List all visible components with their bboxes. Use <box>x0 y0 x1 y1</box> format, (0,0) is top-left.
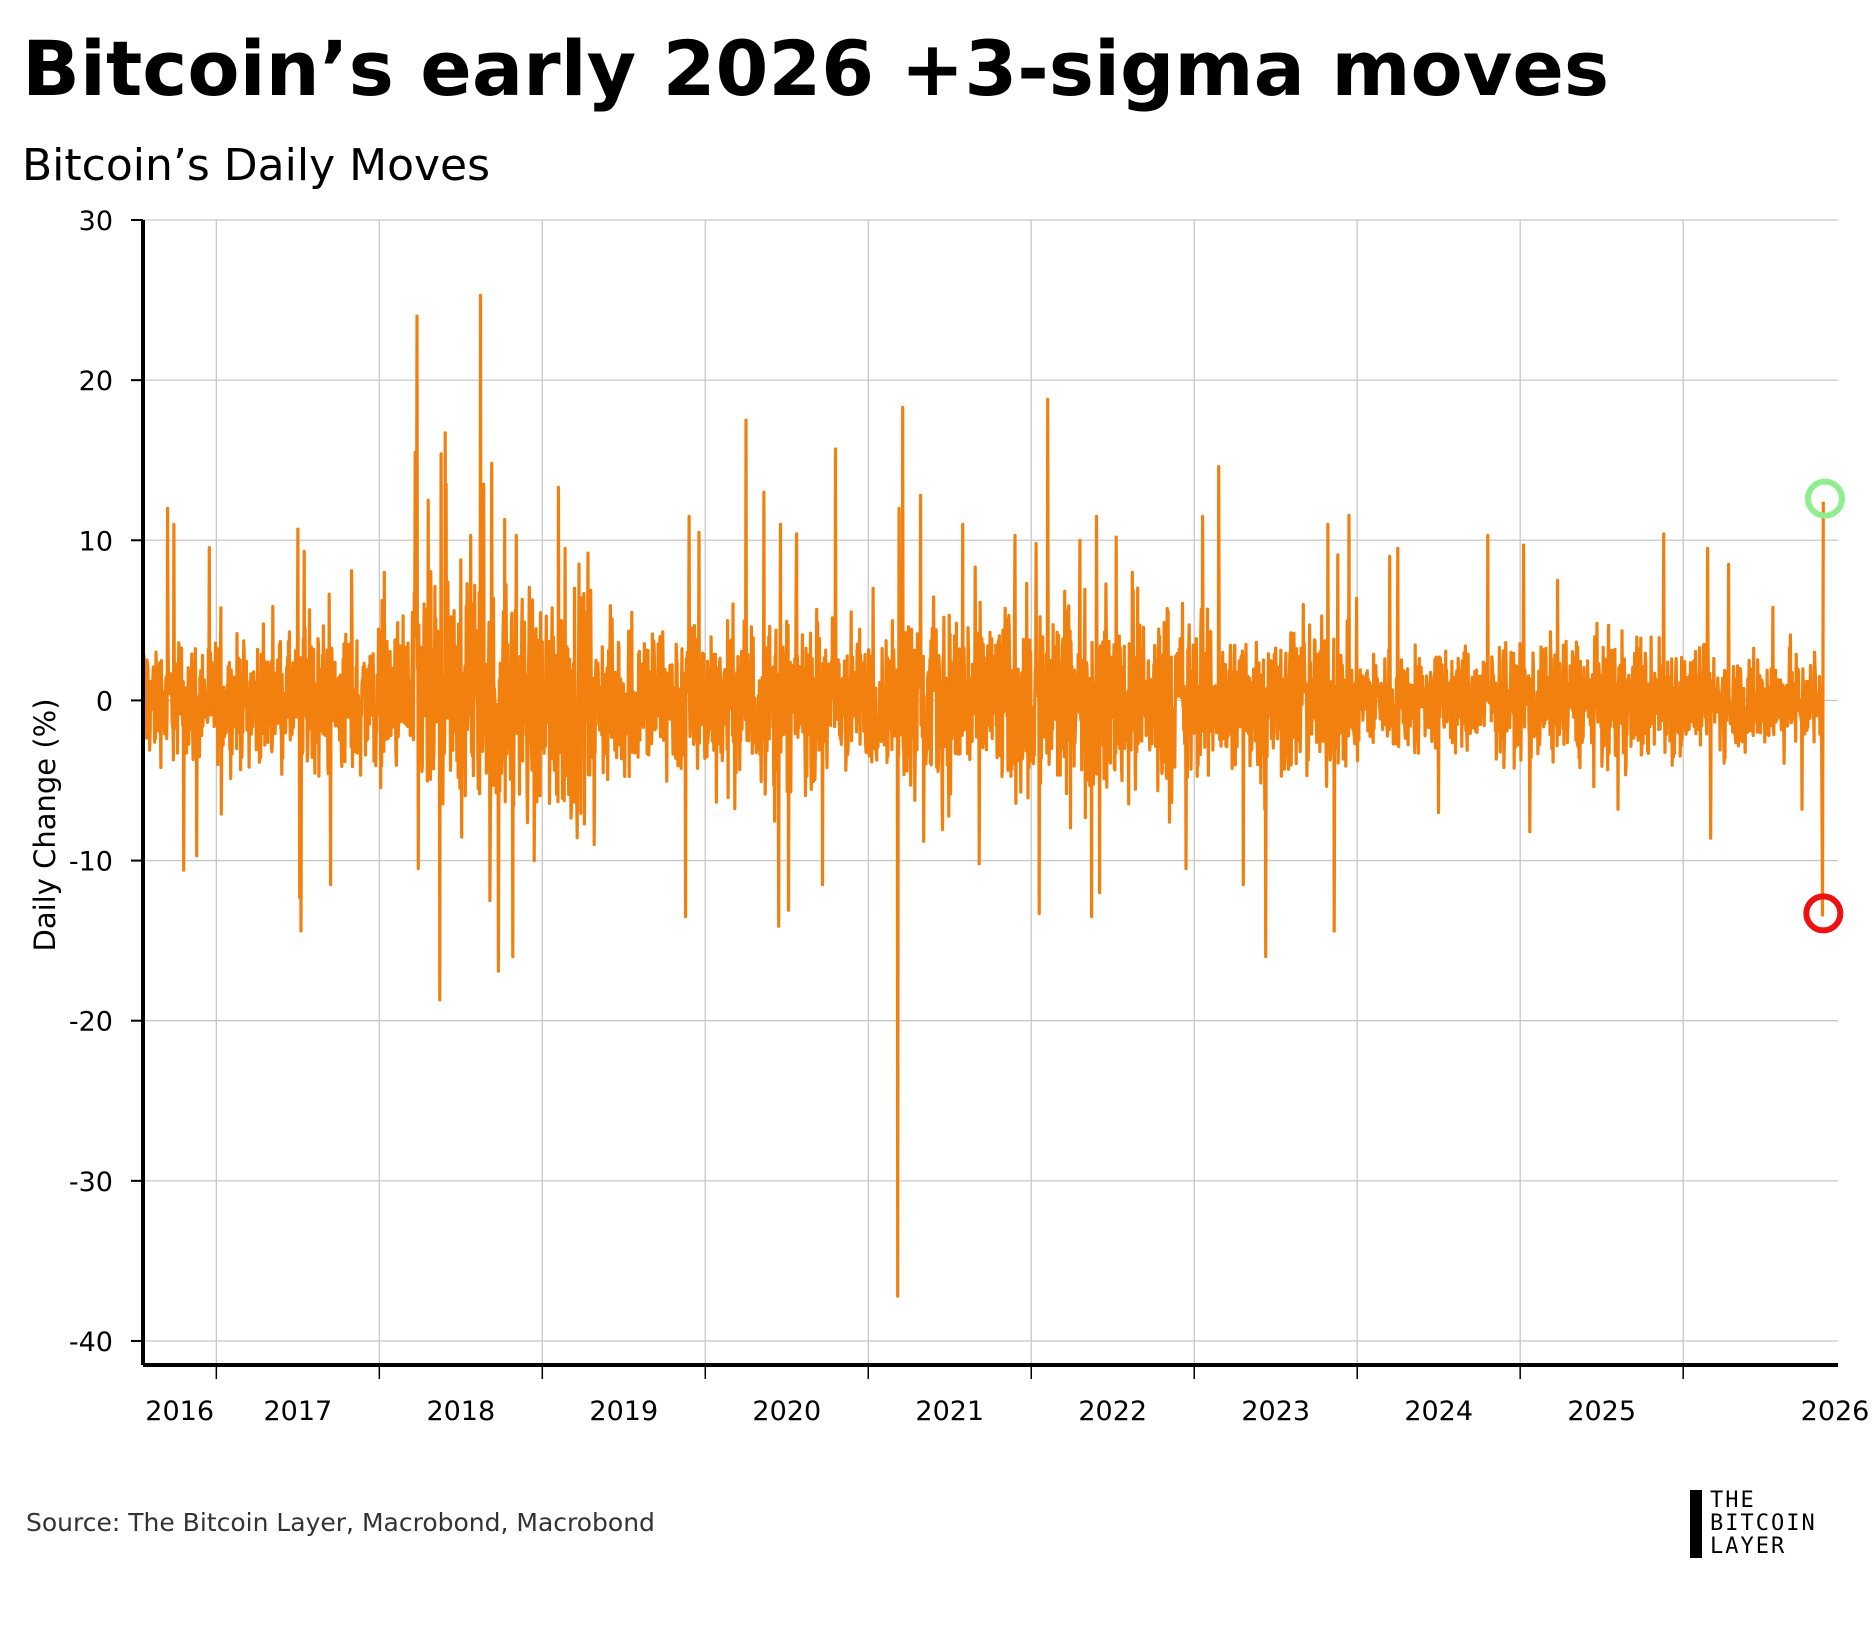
logo-line: BITCOIN <box>1710 1511 1817 1536</box>
y-tick-label: 0 <box>96 686 113 717</box>
x-tick-label: 2020 <box>752 1396 821 1427</box>
y-tick-labels: 30 20 10 0 -10 -20 -30 -40 <box>69 206 113 1358</box>
x-tick-label: 2018 <box>426 1396 495 1427</box>
x-tick-label: 2019 <box>589 1396 658 1427</box>
markers-layer <box>1803 478 1845 934</box>
x-tick-label: 2022 <box>1078 1396 1147 1427</box>
y-tick-label: -20 <box>69 1007 113 1038</box>
chart-subtitle: Bitcoin’s Daily Moves <box>22 140 491 191</box>
y-tick-label: -10 <box>69 847 113 878</box>
x-tick-label: 2021 <box>915 1396 984 1427</box>
x-tick-labels: 2016 2017 2018 2019 2020 2021 2022 2023 2024 2025… <box>145 1396 1869 1427</box>
source-note: Source: The Bitcoin Layer, Macrobond, Ma… <box>26 1508 655 1537</box>
chart-title: Bitcoin’s early 2026 +3-sigma moves <box>22 24 1610 113</box>
y-tick-label: 20 <box>79 366 113 397</box>
logo-line: THE <box>1710 1488 1756 1513</box>
y-axis-label: Daily Change (%) <box>28 698 62 951</box>
y-tick-label: 30 <box>79 206 113 237</box>
logo-line: LAYER <box>1710 1534 1787 1559</box>
axes-layer <box>131 219 1838 1379</box>
x-tick-label: 2026 <box>1801 1396 1870 1427</box>
logo-bar-icon <box>1690 1490 1702 1558</box>
x-tick-label: 2024 <box>1404 1396 1473 1427</box>
y-tick-label: -40 <box>69 1327 113 1358</box>
grid-lines <box>143 219 1838 1365</box>
x-tick-label: 2023 <box>1241 1396 1310 1427</box>
series-layer <box>141 293 1825 1298</box>
x-tick-label: 2025 <box>1567 1396 1636 1427</box>
bitcoin-daily-change-line <box>141 293 1825 1298</box>
y-tick-label: -30 <box>69 1167 113 1198</box>
y-tick-label: 10 <box>79 526 113 557</box>
x-tick-label: 2016 <box>145 1396 214 1427</box>
up-move-marker <box>1804 478 1845 519</box>
down-move-marker <box>1803 893 1844 934</box>
brand-logo: THE BITCOIN LAYER <box>1690 1490 1860 1560</box>
x-tick-label: 2017 <box>263 1396 332 1427</box>
